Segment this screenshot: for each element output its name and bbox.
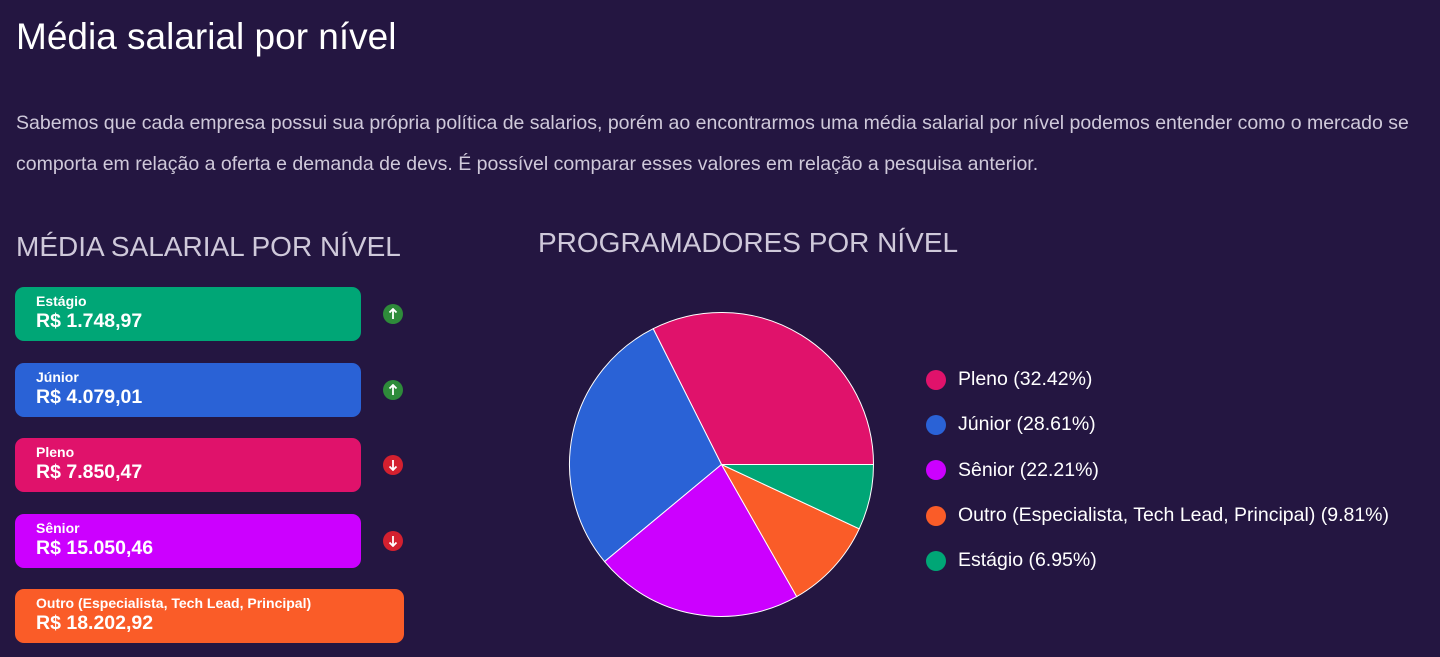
arrow-down-icon [383, 531, 403, 551]
legend-label: Júnior (28.61%) [958, 413, 1096, 436]
salary-card-outro: Outro (Especialista, Tech Lead, Principa… [15, 589, 404, 643]
salary-card-value: R$ 7.850,47 [36, 461, 143, 483]
legend-swatch [926, 414, 946, 435]
salary-card-label: Pleno [36, 444, 75, 460]
salary-card-label: Outro (Especialista, Tech Lead, Principa… [36, 595, 312, 611]
arrow-up-icon [383, 304, 403, 324]
salary-card-label: Júnior [36, 369, 79, 385]
chart-title: PROGRAMADORES POR NÍVEL [538, 227, 959, 258]
pie-slice-junior[interactable] [569, 328, 723, 563]
page-title: Média salarial por nível [16, 16, 397, 57]
salary-card-value: R$ 1.748,97 [36, 310, 143, 332]
salary-card-estagio: Estágio R$ 1.748,97 [15, 287, 361, 341]
salary-card-junior: Júnior R$ 4.079,01 [15, 363, 361, 417]
salary-card-label: Sênior [36, 520, 80, 536]
intro-paragraph: Sabemos que cada empresa possui sua próp… [16, 112, 1409, 175]
pie-slice-senior[interactable] [603, 463, 798, 617]
pie-slice-estagio[interactable] [721, 464, 875, 530]
legend-swatch [926, 550, 946, 571]
salary-card-pleno: Pleno R$ 7.850,47 [15, 438, 361, 492]
legend-item-estagio[interactable]: Estágio (6.95%) [926, 538, 1389, 583]
legend-item-senior[interactable]: Sênior (22.21%) [926, 448, 1389, 493]
legend-label: Estágio (6.95%) [958, 549, 1097, 572]
pie-chart [569, 312, 875, 617]
pie-slice-pleno[interactable] [652, 312, 875, 465]
salary-card-value: R$ 18.202,92 [36, 612, 154, 634]
legend-item-junior[interactable]: Júnior (28.61%) [926, 402, 1389, 447]
salary-section-title: MÉDIA SALARIAL POR NÍVEL [16, 231, 401, 262]
pie-slice-outro[interactable] [720, 463, 860, 598]
chart-legend: Pleno (32.42%) Júnior (28.61%) Sênior (22.… [926, 357, 1389, 583]
legend-label: Pleno (32.42%) [958, 368, 1093, 391]
legend-item-pleno[interactable]: Pleno (32.42%) [926, 357, 1389, 402]
salary-card-value: R$ 15.050,46 [36, 537, 154, 559]
legend-swatch [926, 369, 946, 390]
salary-card-label: Estágio [36, 293, 87, 309]
legend-label: Sênior (22.21%) [958, 458, 1099, 481]
legend-swatch [926, 460, 946, 481]
legend-label: Outro (Especialista, Tech Lead, Principa… [958, 504, 1390, 527]
legend-swatch [926, 505, 946, 526]
arrow-up-icon [383, 380, 403, 400]
legend-item-outro[interactable]: Outro (Especialista, Tech Lead, Principa… [926, 493, 1389, 538]
arrow-down-icon [383, 455, 403, 475]
salary-card-value: R$ 4.079,01 [36, 386, 143, 408]
salary-card-senior: Sênior R$ 15.050,46 [15, 514, 361, 568]
